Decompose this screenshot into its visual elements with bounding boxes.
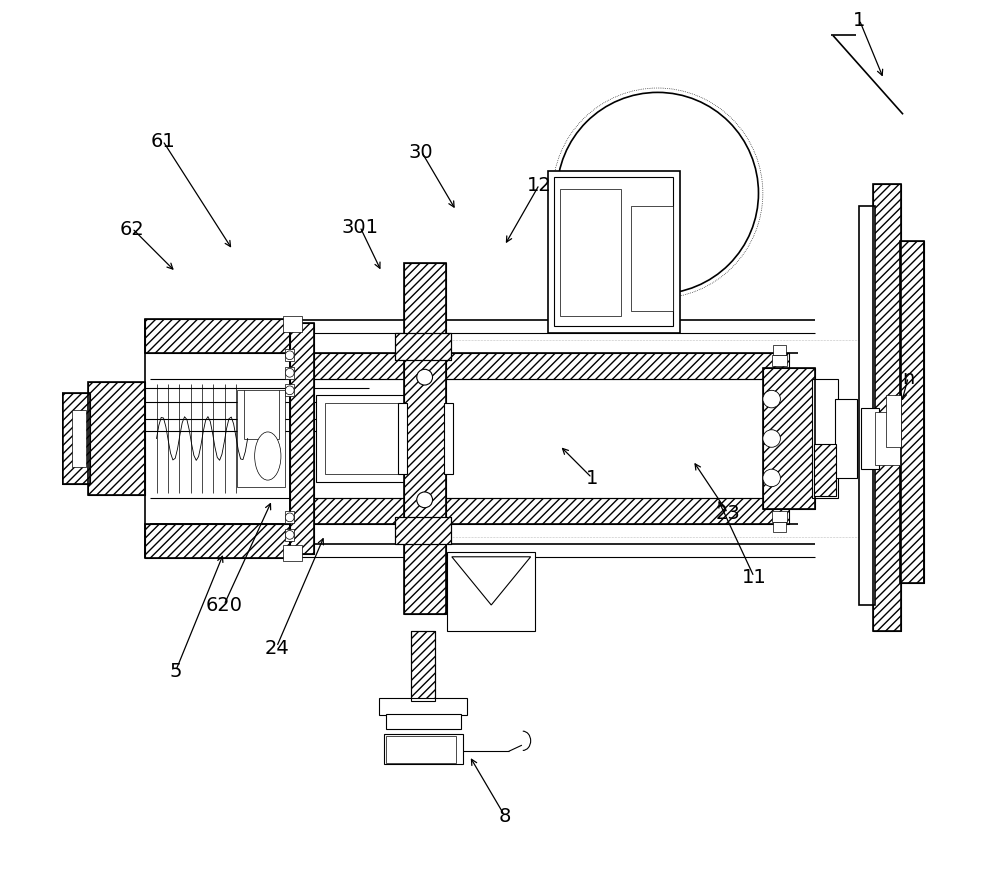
- Bar: [886, 395, 901, 448]
- Bar: [548, 172, 680, 334]
- Bar: [763, 369, 815, 509]
- Text: 12: 12: [527, 176, 552, 195]
- Circle shape: [417, 493, 433, 508]
- Bar: [395, 518, 451, 544]
- Bar: [283, 546, 302, 562]
- Bar: [772, 356, 787, 366]
- Bar: [145, 525, 290, 558]
- Bar: [285, 367, 294, 379]
- Text: 24: 24: [264, 637, 289, 657]
- Circle shape: [285, 531, 294, 540]
- Bar: [773, 522, 786, 533]
- Text: 11: 11: [742, 568, 766, 587]
- Bar: [861, 408, 879, 470]
- Bar: [763, 369, 815, 509]
- Bar: [283, 316, 302, 332]
- Bar: [145, 320, 290, 353]
- Bar: [814, 444, 836, 497]
- Circle shape: [417, 370, 433, 385]
- Bar: [835, 399, 857, 479]
- Text: 62: 62: [120, 220, 144, 239]
- Bar: [88, 382, 145, 496]
- Text: 8: 8: [498, 806, 511, 824]
- Bar: [554, 178, 673, 327]
- Text: 1: 1: [586, 469, 598, 488]
- Bar: [88, 382, 145, 496]
- Bar: [772, 512, 787, 522]
- Bar: [145, 525, 290, 558]
- Bar: [285, 385, 294, 397]
- Bar: [150, 353, 789, 379]
- Circle shape: [763, 391, 780, 408]
- Circle shape: [763, 470, 780, 487]
- Bar: [150, 379, 789, 499]
- Bar: [395, 334, 451, 360]
- Bar: [386, 736, 456, 763]
- Bar: [285, 512, 294, 524]
- Circle shape: [557, 93, 758, 295]
- Bar: [773, 345, 786, 356]
- Ellipse shape: [255, 433, 281, 480]
- Text: n: n: [902, 368, 914, 387]
- Bar: [316, 395, 412, 483]
- Bar: [290, 323, 314, 555]
- Bar: [145, 353, 290, 525]
- Bar: [900, 242, 924, 583]
- Bar: [404, 264, 446, 614]
- Bar: [285, 349, 294, 362]
- Bar: [62, 393, 90, 485]
- Bar: [386, 714, 461, 730]
- Bar: [145, 320, 290, 353]
- Bar: [62, 393, 90, 485]
- Bar: [398, 404, 407, 474]
- Bar: [631, 207, 673, 312]
- Circle shape: [285, 369, 294, 378]
- Bar: [873, 185, 901, 631]
- Text: 5: 5: [170, 661, 182, 680]
- Bar: [447, 553, 535, 631]
- Bar: [384, 734, 463, 765]
- Bar: [444, 404, 453, 474]
- Polygon shape: [452, 558, 531, 605]
- Bar: [72, 411, 86, 467]
- Bar: [325, 404, 404, 474]
- Text: 61: 61: [150, 132, 175, 151]
- Circle shape: [285, 351, 294, 360]
- Bar: [404, 264, 446, 614]
- Bar: [237, 391, 285, 487]
- Text: 30: 30: [409, 142, 433, 162]
- Bar: [812, 379, 838, 499]
- Bar: [875, 413, 900, 465]
- Bar: [285, 529, 294, 542]
- Circle shape: [763, 430, 780, 448]
- Bar: [411, 631, 435, 702]
- Bar: [379, 698, 467, 716]
- Text: 1: 1: [853, 11, 865, 30]
- Bar: [290, 323, 314, 555]
- Text: 620: 620: [205, 596, 242, 615]
- Text: 23: 23: [715, 504, 740, 523]
- Bar: [900, 242, 924, 583]
- Circle shape: [285, 514, 294, 522]
- Bar: [859, 207, 875, 605]
- Text: 301: 301: [341, 218, 378, 237]
- Bar: [560, 190, 621, 316]
- Bar: [411, 631, 435, 702]
- Bar: [395, 334, 451, 360]
- Circle shape: [285, 386, 294, 395]
- Bar: [873, 185, 901, 631]
- Bar: [150, 499, 789, 525]
- Bar: [395, 518, 451, 544]
